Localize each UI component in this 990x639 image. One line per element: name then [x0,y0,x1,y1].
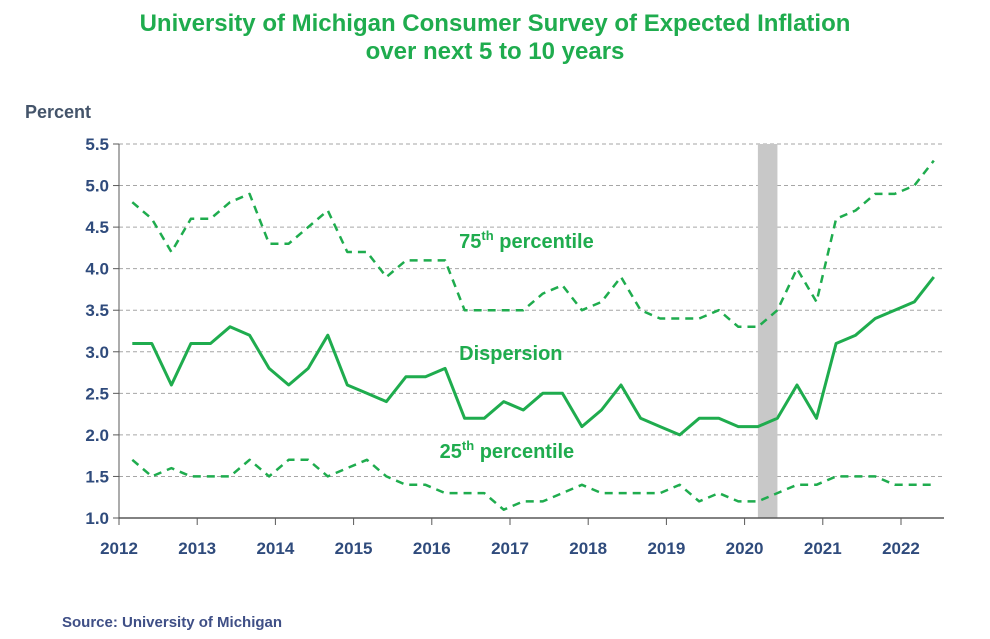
y-tick-label: 5.5 [85,135,109,154]
grid-layer [119,143,944,477]
x-tick-label: 2015 [335,539,373,558]
y-tick-label: 4.5 [85,218,109,237]
series-layer [131,159,935,511]
chart-title-block: University of Michigan Consumer Survey o… [0,10,990,66]
x-tick-label: 2022 [882,539,920,558]
y-tick-label: 3.5 [85,301,109,320]
y-tick-label: 2.5 [85,384,109,403]
series-label: 25th percentile [440,438,575,463]
axes-layer: 1.0 1.5 2.0 2.5 3.0 3.5 4.0 4.5 5.0 5.5 2012 2013 20… [85,135,944,558]
x-tick-label: 2014 [256,539,294,558]
series-line-25th-percentile [131,458,934,511]
series-label: 75th percentile [459,228,594,253]
y-tick-label: 3.0 [85,343,109,362]
y-tick-label: 2.0 [85,426,109,445]
chart-title: University of Michigan Consumer Survey o… [139,10,851,37]
y-tick-label: 1.5 [85,467,109,486]
recession-band [757,144,778,518]
x-tick-label: 2017 [491,539,529,558]
y-tick-label: 4.0 [85,260,109,279]
series-line-dispersion [132,276,935,437]
y-axis-label: Percent [25,102,91,122]
x-tick-label: 2018 [569,539,607,558]
source-note: Source: University of Michigan [62,614,283,631]
x-tick-label: 2016 [413,539,451,558]
x-tick-label: 2013 [178,539,216,558]
series-label: Dispersion [459,343,562,365]
chart-subtitle: over next 5 to 10 years [365,38,625,65]
x-tick-label: 2020 [726,539,764,558]
series-line-75th-percentile [131,159,935,329]
x-tick-label: 2021 [804,539,842,558]
x-tick-label: 2012 [100,539,138,558]
label-layer: 75th percentile Dispersion 25th percentile [440,228,594,463]
y-tick-label: 5.0 [85,177,109,196]
recession-layer [757,144,778,518]
y-tick-label: 1.0 [85,509,109,528]
x-tick-label: 2019 [647,539,685,558]
